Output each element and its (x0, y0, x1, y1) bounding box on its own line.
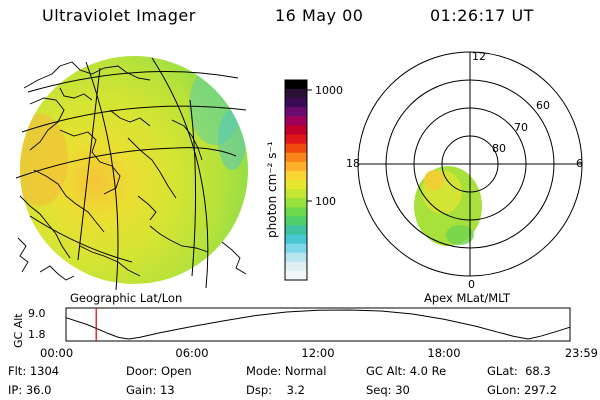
altitude-curve (65, 309, 570, 340)
altitude-tick-min: 1.8 (28, 328, 46, 341)
colorbar-band (285, 125, 307, 136)
colorbar-band (285, 198, 307, 208)
altitude-plot: GC Alt 9.0 1.8 00:00 06:00 12:00 18:00 23:59 (12, 307, 598, 360)
altitude-axis-label: GC Alt (12, 313, 25, 348)
mlt-label-6: 6 (576, 157, 583, 170)
colorbar-band (285, 180, 307, 190)
altitude-frame (65, 307, 571, 342)
colorbar-band (285, 152, 307, 163)
gain-field: Gain: 13 (126, 383, 175, 397)
colorbar-band (285, 234, 307, 245)
colorbar-band (285, 216, 307, 227)
colorbar-band (285, 207, 307, 217)
colorbar-band (285, 225, 307, 236)
colorbar-band (285, 107, 307, 117)
time-tick-label: 06:00 (175, 346, 208, 360)
coastlines (17, 61, 247, 281)
seq-field: Seq: 30 (366, 383, 410, 397)
time-tick-label: 12:00 (301, 346, 334, 360)
mlat-label-70: 70 (514, 121, 528, 134)
colorbar-band (285, 261, 307, 272)
altitude-tick-max: 9.0 (28, 307, 46, 320)
polar-plot: 12 6 0 18 60 70 80 (346, 50, 583, 291)
colorbar-band (285, 270, 307, 281)
mlt-label-0: 0 (468, 278, 475, 291)
colorbar-band (285, 116, 307, 127)
colorbar-band (285, 134, 307, 145)
polar-caption: Apex MLat/MLT (424, 291, 511, 305)
colorbar-band (285, 80, 307, 90)
instrument-title: Ultraviolet Imager (42, 6, 196, 25)
colorbar-band (285, 252, 307, 263)
ip-field: IP: 36.0 (8, 383, 52, 397)
time-tick-label: 23:59 (565, 346, 598, 360)
colorbar-tick-1000: 1000 (315, 84, 343, 97)
mlat-label-60: 60 (536, 99, 550, 112)
colorbar-band (285, 161, 307, 172)
time-tick-label: 00:00 (40, 346, 73, 360)
door-field: Door: Open (126, 364, 192, 378)
colorbar-unit-label: photon cm⁻² s⁻¹ (265, 141, 279, 238)
gc-alt-field: GC Alt: 4.0 Re (366, 364, 447, 378)
mlat-label-80: 80 (492, 142, 506, 155)
colorbar-band (285, 143, 307, 154)
mlt-label-12: 12 (472, 50, 486, 63)
lat-lon-grid (15, 57, 247, 291)
colorbar-band (285, 243, 307, 254)
observation-time: 01:26:17 UT (430, 6, 534, 25)
colorbar-band (285, 189, 307, 199)
geographic-caption: Geographic Lat/Lon (70, 291, 183, 305)
colorbar-band (285, 170, 307, 181)
colorbar-tick-100: 100 (315, 195, 336, 208)
geographic-image (15, 56, 248, 291)
mode-field: Mode: Normal (246, 364, 327, 378)
colorbar: 1000 100 photon cm⁻² s⁻¹ (265, 79, 343, 281)
time-tick-label: 18:00 (427, 346, 460, 360)
colorbar-band (285, 89, 307, 99)
dsp-field: Dsp: 3.2 (246, 383, 305, 397)
mlt-label-18: 18 (346, 157, 360, 170)
colorbar-band (285, 98, 307, 108)
observation-date: 16 May 00 (275, 6, 364, 25)
glat-field: GLat: 68.3 (487, 364, 551, 378)
flt-field: Flt: 1304 (8, 364, 60, 378)
glon-field: GLon: 297.2 (487, 383, 557, 397)
